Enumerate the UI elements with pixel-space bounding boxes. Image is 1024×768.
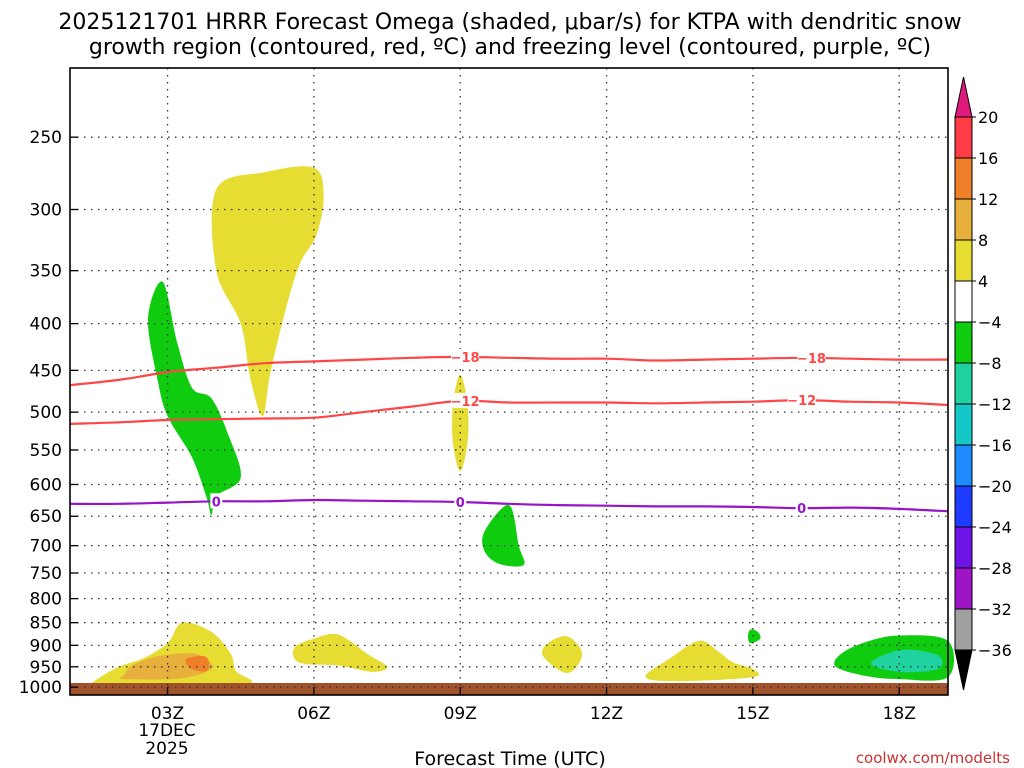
chart-title-line-2: growth region (contoured, red, ºC) and f… [89, 35, 931, 60]
y-tick-label-400: 400 [30, 315, 62, 335]
omega-region-2 [185, 656, 210, 672]
ground-bar [70, 683, 948, 695]
omega-region-10 [748, 629, 761, 644]
omega-region-7 [645, 640, 760, 682]
contour-label-bg-2-2 [795, 500, 808, 516]
contour-label-0-1: −18 [797, 352, 826, 367]
x-tick-label-3: 03Z [151, 704, 184, 724]
colorbar-segment-1 [954, 157, 973, 200]
x-axis-title: Forecast Time (UTC) [414, 748, 605, 768]
omega-region-4 [292, 633, 388, 672]
contour-label-0-0: −18 [451, 351, 480, 366]
y-tick-label-650: 650 [30, 507, 62, 527]
contour-label-2-1: 0 [456, 496, 465, 511]
contour-label-bg-0-0 [451, 348, 480, 364]
colorbar-label-11: −28 [978, 559, 1012, 578]
colorbar: 20 16 12 8 4 −4 −8 −12 −16 −20 −24 −28 −32 −36 [954, 76, 1012, 691]
y-tick-label-700: 700 [30, 537, 62, 557]
colorbar-segment-6 [954, 362, 973, 405]
colorbar-segment-8 [954, 444, 973, 487]
y-tick-label-350: 350 [30, 262, 62, 282]
colorbar-label-10: −24 [978, 518, 1012, 537]
colorbar-label-2: 12 [978, 190, 998, 209]
colorbar-label-13: −36 [978, 641, 1012, 660]
colorbar-bottom-arrow [954, 649, 973, 691]
colorbar-segment-2 [954, 198, 973, 241]
y-tick-label-850: 850 [30, 614, 62, 634]
colorbar-label-7: −12 [978, 395, 1012, 414]
omega-region-8 [147, 281, 242, 516]
chart-title-line-1: 2025121701 HRRR Forecast Omega (shaded, … [58, 10, 961, 35]
colorbar-segment-9 [954, 485, 973, 528]
contour-label-1-1: −12 [787, 394, 816, 409]
omega-region-3 [211, 166, 324, 417]
x-tick-label-6: 06Z [297, 704, 330, 724]
y-tick-label-750: 750 [30, 564, 62, 584]
colorbar-segment-0 [954, 116, 973, 159]
colorbar-label-3: 8 [978, 231, 988, 250]
contour-label-bg-2-1 [454, 493, 467, 509]
y-tick-label-600: 600 [30, 475, 62, 495]
y-tick-label-300: 300 [30, 201, 62, 221]
y-axis-ticks: 2503003504004505005506006507007508008509… [19, 128, 78, 698]
contour-label-bg-1-1 [787, 392, 816, 408]
colorbar-segment-5 [954, 321, 973, 364]
x-date-label: 17DEC [138, 721, 195, 741]
y-tick-label-250: 250 [30, 128, 62, 148]
omega-region-6 [541, 636, 583, 674]
colorbar-label-8: −16 [978, 436, 1012, 455]
y-tick-label-550: 550 [30, 441, 62, 461]
contour-label-1-0: −12 [451, 395, 480, 410]
colorbar-label-1: 16 [978, 149, 998, 168]
y-tick-label-900: 900 [30, 636, 62, 656]
colorbar-segment-7 [954, 403, 973, 446]
colorbar-label-12: −32 [978, 600, 1012, 619]
temperature-contours: −18 −18 −12 −12 0 0 0 [69, 348, 949, 517]
colorbar-segment-12 [954, 608, 973, 651]
y-tick-label-800: 800 [30, 590, 62, 610]
x-tick-label-15: 15Z [736, 704, 769, 724]
y-tick-label-950: 950 [30, 658, 62, 678]
contour-label-2-0: 0 [212, 495, 221, 510]
plot-area [70, 68, 948, 695]
colorbar-label-6: −8 [978, 354, 1002, 373]
y-tick-label-500: 500 [30, 403, 62, 423]
colorbar-segment-10 [954, 526, 973, 569]
source-credit: coolwx.com/modelts [856, 749, 1010, 767]
colorbar-segment-4 [954, 280, 973, 323]
plot-frame [69, 67, 949, 696]
contour-label-bg-2-0 [210, 493, 223, 509]
colorbar-top-arrow [954, 76, 973, 118]
colorbar-label-4: 4 [978, 272, 988, 291]
contour-label-bg-1-0 [451, 393, 480, 409]
x-tick-label-9: 09Z [444, 704, 477, 724]
omega-region-9 [482, 504, 525, 567]
y-tick-label-1000: 1000 [19, 678, 62, 698]
colorbar-segment-11 [954, 567, 973, 610]
x-axis-ticks: 03Z 06Z 09Z 12Z 15Z 18Z [151, 687, 916, 724]
omega-shaded-regions [91, 166, 955, 689]
colorbar-segment-3 [954, 239, 973, 282]
colorbar-label-0: 20 [978, 108, 998, 127]
colorbar-label-9: −20 [978, 477, 1012, 496]
x-year-label: 2025 [145, 739, 188, 759]
y-tick-label-450: 450 [30, 361, 62, 381]
contour-label-2-2: 0 [797, 502, 806, 517]
colorbar-label-5: −4 [978, 313, 1002, 332]
contour-label-bg-0-1 [797, 350, 826, 366]
x-tick-label-18: 18Z [883, 704, 916, 724]
x-tick-label-12: 12Z [590, 704, 623, 724]
